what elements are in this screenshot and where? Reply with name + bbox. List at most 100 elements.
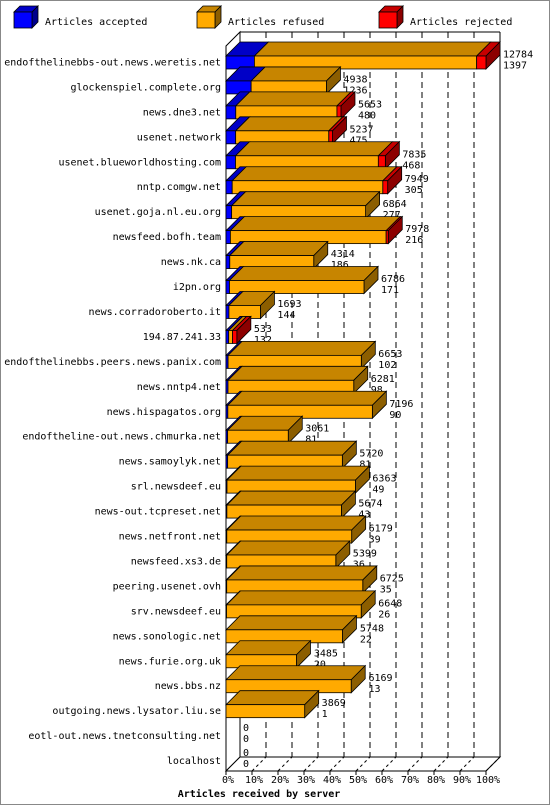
x-tick-label-1: 10% xyxy=(245,775,263,786)
server-label-8: news.nk.ca xyxy=(161,257,221,268)
total-label-22: 6648 xyxy=(378,598,402,609)
total-label-23: 5748 xyxy=(360,623,384,634)
bar-7-articles-refused-top xyxy=(229,216,402,232)
bar-18-articles-refused-top xyxy=(225,490,357,506)
total-label-21: 6725 xyxy=(380,573,404,584)
server-label-19: news.netfront.net xyxy=(119,532,221,543)
bar-25-articles-refused-top xyxy=(225,665,367,681)
total-label-14: 7196 xyxy=(389,399,413,410)
legend-label-1: Articles refused xyxy=(228,17,324,28)
accepted-label-13: 98 xyxy=(371,385,383,396)
accepted-label-1: 1236 xyxy=(343,85,367,96)
accepted-label-8: 186 xyxy=(331,260,349,271)
total-label-20: 5399 xyxy=(353,548,377,559)
total-label-10: 1693 xyxy=(277,299,301,310)
bar-4-articles-accepted xyxy=(225,155,236,170)
bar-5-articles-accepted xyxy=(225,180,233,195)
accepted-label-6: 277 xyxy=(383,210,401,221)
server-label-6: usenet.goja.nl.eu.org xyxy=(95,207,221,218)
bar-2-articles-refused-top xyxy=(234,91,352,107)
x-tick-label-0: 0% xyxy=(222,775,234,786)
accepted-label-15: 81 xyxy=(305,435,317,446)
x-tick-label-10: 100% xyxy=(476,775,500,786)
accepted-label-21: 35 xyxy=(380,584,392,595)
total-label-11: 533 xyxy=(254,324,272,335)
accepted-label-23: 22 xyxy=(360,634,372,645)
x-tick-label-7: 70% xyxy=(401,775,419,786)
total-label-16: 5720 xyxy=(359,449,383,460)
x-tick-label-6: 60% xyxy=(375,775,393,786)
server-label-24: news.furie.org.uk xyxy=(119,656,221,667)
total-label-13: 6281 xyxy=(371,374,395,385)
bar-11-articles-refused xyxy=(228,330,233,344)
x-tick-label-9: 90% xyxy=(453,775,471,786)
bar-10-articles-accepted xyxy=(225,305,230,319)
server-label-15: endoftheline-out.news.chmurka.net xyxy=(22,432,221,443)
server-label-25: news.bbs.nz xyxy=(155,681,221,692)
total-label-2: 5653 xyxy=(358,99,382,110)
accepted-label-20: 36 xyxy=(353,559,365,570)
bar-3-articles-refused-top xyxy=(234,116,344,132)
x-tick-label-5: 50% xyxy=(349,775,367,786)
bar-6-articles-refused-top xyxy=(230,191,381,207)
server-label-11: 194.87.241.33 xyxy=(143,332,221,343)
total-label-6: 6864 xyxy=(383,199,407,210)
server-label-7: newsfeed.bofh.team xyxy=(113,232,221,243)
server-label-9: i2pn.org xyxy=(173,282,221,293)
legend-swatch-1 xyxy=(196,11,216,29)
server-label-14: news.hispagatos.org xyxy=(107,407,221,418)
server-label-13: news.nntp4.net xyxy=(137,382,221,393)
server-label-12: endofthelinebbs.peers.news.panix.com xyxy=(4,357,221,368)
x-tick-label-8: 80% xyxy=(427,775,445,786)
total-label-15: 3061 xyxy=(305,424,329,435)
bar-22-articles-refused-top xyxy=(225,590,377,606)
total-label-27: 0 xyxy=(243,723,249,734)
accepted-label-22: 26 xyxy=(378,609,390,620)
total-label-19: 6179 xyxy=(369,524,393,535)
total-label-17: 6363 xyxy=(372,474,396,485)
accepted-label-17: 49 xyxy=(372,485,384,496)
total-label-12: 6653 xyxy=(378,349,402,360)
server-label-18: news-out.tcpreset.net xyxy=(95,507,221,518)
accepted-label-0: 1397 xyxy=(503,60,527,71)
bar-20-articles-refused-top xyxy=(225,540,351,556)
accepted-label-12: 102 xyxy=(378,360,396,371)
accepted-label-19: 39 xyxy=(369,535,381,546)
accepted-label-10: 144 xyxy=(277,310,295,321)
bar-21-articles-refused-top xyxy=(225,565,378,581)
server-label-28: localhost xyxy=(167,756,221,767)
bar-9-articles-refused xyxy=(229,280,365,294)
bar-13-articles-refused-top xyxy=(227,365,369,381)
total-label-24: 3485 xyxy=(314,648,338,659)
total-label-1: 4938 xyxy=(343,74,367,85)
total-label-25: 6169 xyxy=(368,673,392,684)
server-label-26: outgoing.news.lysator.liu.se xyxy=(52,706,221,717)
accepted-label-16: 81 xyxy=(359,460,371,471)
accepted-label-27: 0 xyxy=(243,734,249,745)
legend-label-2: Articles rejected xyxy=(410,17,512,28)
accepted-label-4: 468 xyxy=(402,160,420,171)
bar-4-articles-refused-top xyxy=(234,141,394,157)
accepted-label-28: 0 xyxy=(243,759,249,770)
server-label-5: nntp.comgw.net xyxy=(137,182,221,193)
bar-9-articles-accepted xyxy=(225,280,230,294)
bar-9-articles-refused-top xyxy=(228,266,379,281)
bar-3-articles-accepted xyxy=(225,130,237,145)
server-label-27: eotl-out.news.tnetconsulting.net xyxy=(28,731,221,742)
bar-7-articles-rejected xyxy=(385,230,389,245)
bar-26-articles-refused-top xyxy=(225,690,320,706)
accepted-label-26: 1 xyxy=(322,709,328,720)
x-axis-title: Articles received by server xyxy=(178,788,341,800)
bar-16-articles-refused-top xyxy=(226,440,358,456)
server-label-21: peering.usenet.ovh xyxy=(113,581,221,592)
x-tick-label-2: 20% xyxy=(271,775,289,786)
accepted-label-25: 13 xyxy=(368,684,380,695)
bar-11-articles-accepted xyxy=(225,330,230,344)
server-label-16: news.samoylyk.net xyxy=(119,457,221,468)
bar-0-articles-rejected xyxy=(476,55,487,70)
server-label-0: endofthelinebbs-out.news.weretis.net xyxy=(4,57,221,68)
server-label-3: usenet.network xyxy=(137,132,221,143)
x-tick-label-3: 30% xyxy=(297,775,315,786)
bar-26-articles-refused xyxy=(225,704,306,719)
